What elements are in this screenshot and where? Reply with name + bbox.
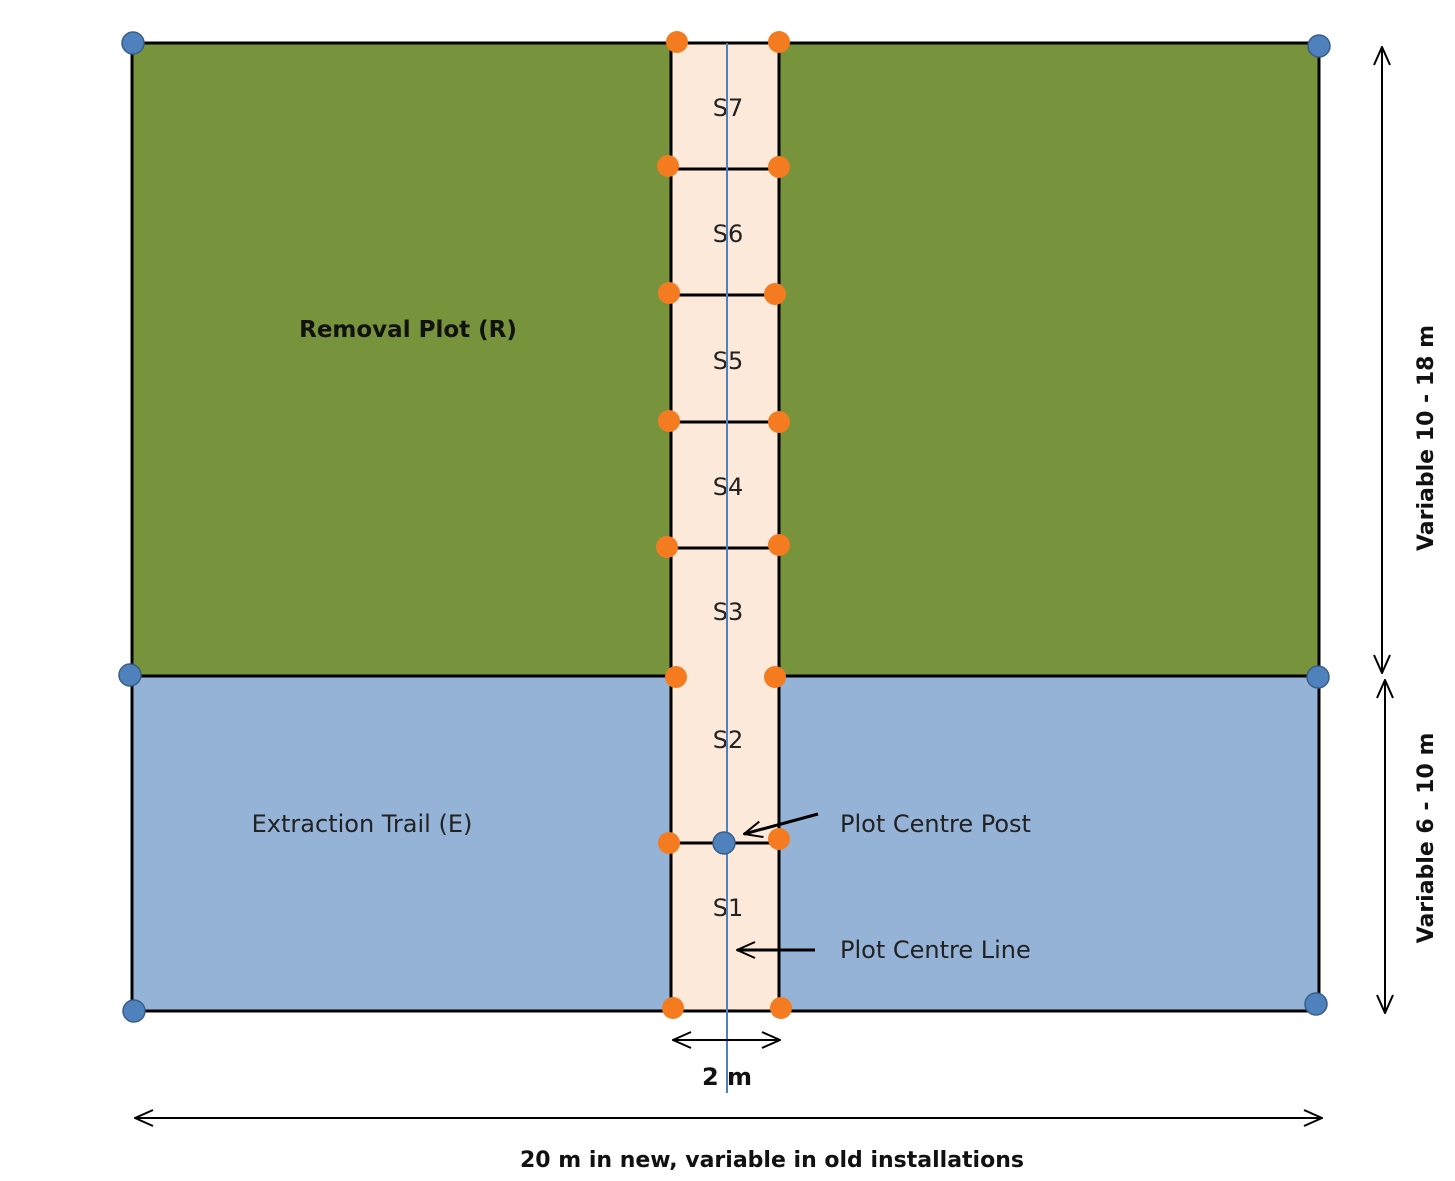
subplot-corner-marker: [657, 155, 679, 177]
plot-corner-marker: [121, 31, 145, 55]
plot-corner-marker: [118, 663, 142, 687]
plot-centre-post-arrow: [744, 812, 819, 834]
plot-corner-markers: [118, 31, 1331, 1023]
plot-corner-marker: [1306, 665, 1330, 689]
subplot-corner-marker: [770, 997, 792, 1019]
subplot-corner-marker: [656, 536, 678, 558]
extraction-trail-label: Extraction Trail (E): [252, 810, 473, 838]
subplot-corner-marker: [768, 534, 790, 556]
plot-corner-marker: [1304, 992, 1328, 1016]
subplot-corner-marker: [666, 31, 688, 53]
subplot-corner-marker: [768, 156, 790, 178]
subplot-corner-marker: [768, 828, 790, 850]
subplot-corner-marker: [658, 282, 680, 304]
subplot-markers: [656, 31, 792, 1019]
subplot-corner-marker: [764, 666, 786, 688]
trail-depth-label: Variable 6 - 10 m: [1414, 733, 1439, 944]
strip-width-label: 2 m: [702, 1063, 752, 1091]
subplot-corner-marker: [658, 832, 680, 854]
subplot-corner-marker: [768, 411, 790, 433]
subplot-corner-marker: [665, 666, 687, 688]
subplot-strip: [669, 41, 781, 1013]
subplot-corner-marker: [764, 283, 786, 305]
plot-corner-marker: [122, 999, 146, 1023]
plot-centre-line-label: Plot Centre Line: [840, 936, 1031, 964]
plot-corner-marker: [1307, 34, 1331, 58]
plot-centre-post-label: Plot Centre Post: [840, 810, 1031, 838]
removal-plot-label: Removal Plot (R): [299, 317, 517, 343]
plot-centre-post-marker: [712, 831, 736, 855]
subplot-corner-marker: [658, 410, 680, 432]
subplot-corner-marker: [768, 31, 790, 53]
subplot-corner-marker: [662, 997, 684, 1019]
removal-depth-label: Variable 10 - 18 m: [1414, 325, 1439, 551]
plot-width-label: 20 m in new, variable in old installatio…: [520, 1148, 1024, 1173]
